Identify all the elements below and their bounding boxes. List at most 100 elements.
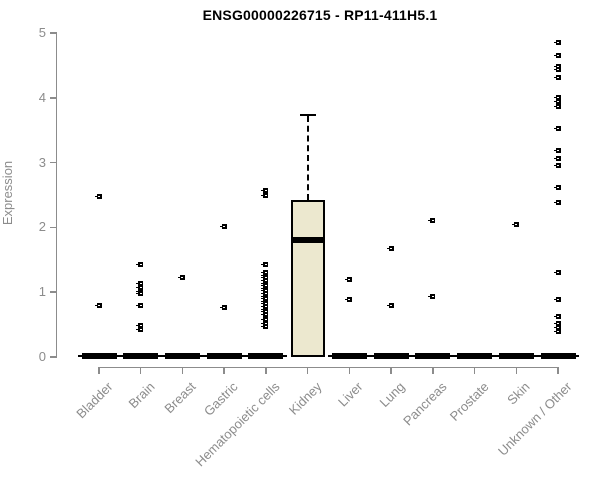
x-tick-mark	[139, 367, 142, 374]
x-tick-mark	[306, 367, 309, 374]
outlier-square-marker	[221, 223, 227, 229]
outlier-point	[386, 246, 394, 252]
outlier-point	[261, 280, 269, 286]
outlier-point	[553, 314, 561, 320]
outlier-point	[553, 74, 561, 80]
outlier-point	[136, 302, 144, 308]
outlier-point	[344, 276, 352, 282]
outlier-square-marker	[555, 64, 561, 70]
y-tick-label: 1	[38, 284, 46, 300]
outlier-square-marker	[430, 293, 436, 299]
zero-median-bar	[123, 353, 159, 359]
outlier-square-marker	[388, 302, 394, 308]
outlier-point	[553, 66, 561, 72]
outlier-square-marker	[555, 325, 561, 331]
outlier-point	[261, 192, 269, 198]
outlier-square-marker	[138, 285, 144, 291]
outlier-point	[511, 221, 519, 227]
outlier-point	[261, 288, 269, 294]
outlier-point	[261, 262, 269, 268]
outlier-square-marker	[138, 290, 144, 296]
outlier-square-marker	[555, 155, 561, 161]
outlier-square-marker	[555, 200, 561, 206]
x-tick-mark	[265, 367, 267, 374]
outlier-point	[553, 200, 561, 206]
outlier-square-marker	[555, 297, 561, 303]
outlier-square-marker	[138, 262, 144, 268]
outlier-square-marker	[96, 193, 102, 199]
outlier-square-marker	[555, 98, 561, 104]
y-tick-mark	[50, 226, 57, 229]
median-line	[290, 236, 325, 243]
zero-median-bar	[457, 353, 493, 359]
outlier-square-marker	[263, 285, 269, 291]
outlier-point	[136, 262, 144, 268]
outlier-square-marker	[555, 162, 561, 168]
outlier-point	[553, 320, 561, 326]
outlier-square-marker	[555, 148, 561, 154]
y-tick-mark	[50, 161, 57, 164]
outlier-point	[261, 311, 269, 317]
outlier-square-marker	[96, 302, 102, 308]
outlier-point	[94, 302, 102, 308]
outlier-square-marker	[555, 328, 561, 334]
outlier-point	[553, 328, 561, 334]
outlier-square-marker	[263, 278, 269, 284]
outlier-point	[219, 223, 227, 229]
outlier-square-marker	[555, 40, 561, 46]
outlier-square-marker	[263, 324, 269, 330]
outlier-square-marker	[263, 306, 269, 312]
x-tick-mark	[98, 367, 100, 374]
x-tick-mark	[515, 367, 518, 374]
zero-median-bar	[206, 353, 242, 359]
outlier-square-marker	[555, 320, 561, 326]
outlier-point	[553, 125, 561, 131]
whisker-cap	[299, 114, 316, 117]
y-tick-label: 0	[38, 349, 46, 364]
chart-title: ENSG00000226715 - RP11-411H5.1	[202, 7, 438, 23]
outlier-square-marker	[555, 184, 561, 190]
outlier-point	[261, 283, 269, 289]
y-axis-line	[55, 33, 57, 358]
outlier-square-marker	[555, 104, 561, 110]
outlier-square-marker	[263, 275, 269, 281]
outlier-point	[553, 104, 561, 110]
outlier-point	[553, 64, 561, 70]
outlier-square-marker	[263, 320, 269, 326]
outlier-square-marker	[555, 270, 561, 276]
outlier-point	[344, 297, 352, 303]
outlier-square-marker	[263, 187, 269, 193]
outlier-point	[261, 290, 269, 296]
x-tick-mark	[432, 367, 434, 374]
outlier-point	[261, 320, 269, 326]
x-tick-mark	[223, 367, 225, 374]
outlier-square-marker	[138, 280, 144, 286]
outlier-point	[136, 322, 144, 328]
outlier-square-marker	[513, 221, 519, 227]
outlier-point	[553, 40, 561, 46]
outlier-square-marker	[263, 290, 269, 296]
outlier-point	[553, 98, 561, 104]
y-tick-mark	[50, 32, 57, 34]
zero-median-bar	[498, 353, 534, 359]
outlier-point	[428, 293, 436, 299]
outlier-square-marker	[263, 311, 269, 317]
outlier-point	[261, 316, 269, 322]
outlier-point	[553, 94, 561, 100]
outlier-square-marker	[138, 326, 144, 332]
zero-median-bar	[331, 353, 367, 359]
outlier-square-marker	[263, 288, 269, 294]
y-tick-mark	[50, 97, 57, 99]
y-tick-mark	[50, 291, 57, 293]
outlier-square-marker	[555, 74, 561, 80]
outlier-square-marker	[263, 309, 269, 315]
outlier-point	[261, 298, 269, 304]
y-tick-label: 4	[38, 89, 46, 105]
outlier-point	[261, 285, 269, 291]
y-tick-label: 3	[38, 154, 46, 170]
outlier-square-marker	[263, 303, 269, 309]
outlier-square-marker	[263, 270, 269, 276]
outlier-square-marker	[555, 125, 561, 131]
x-tick-mark	[390, 367, 392, 374]
